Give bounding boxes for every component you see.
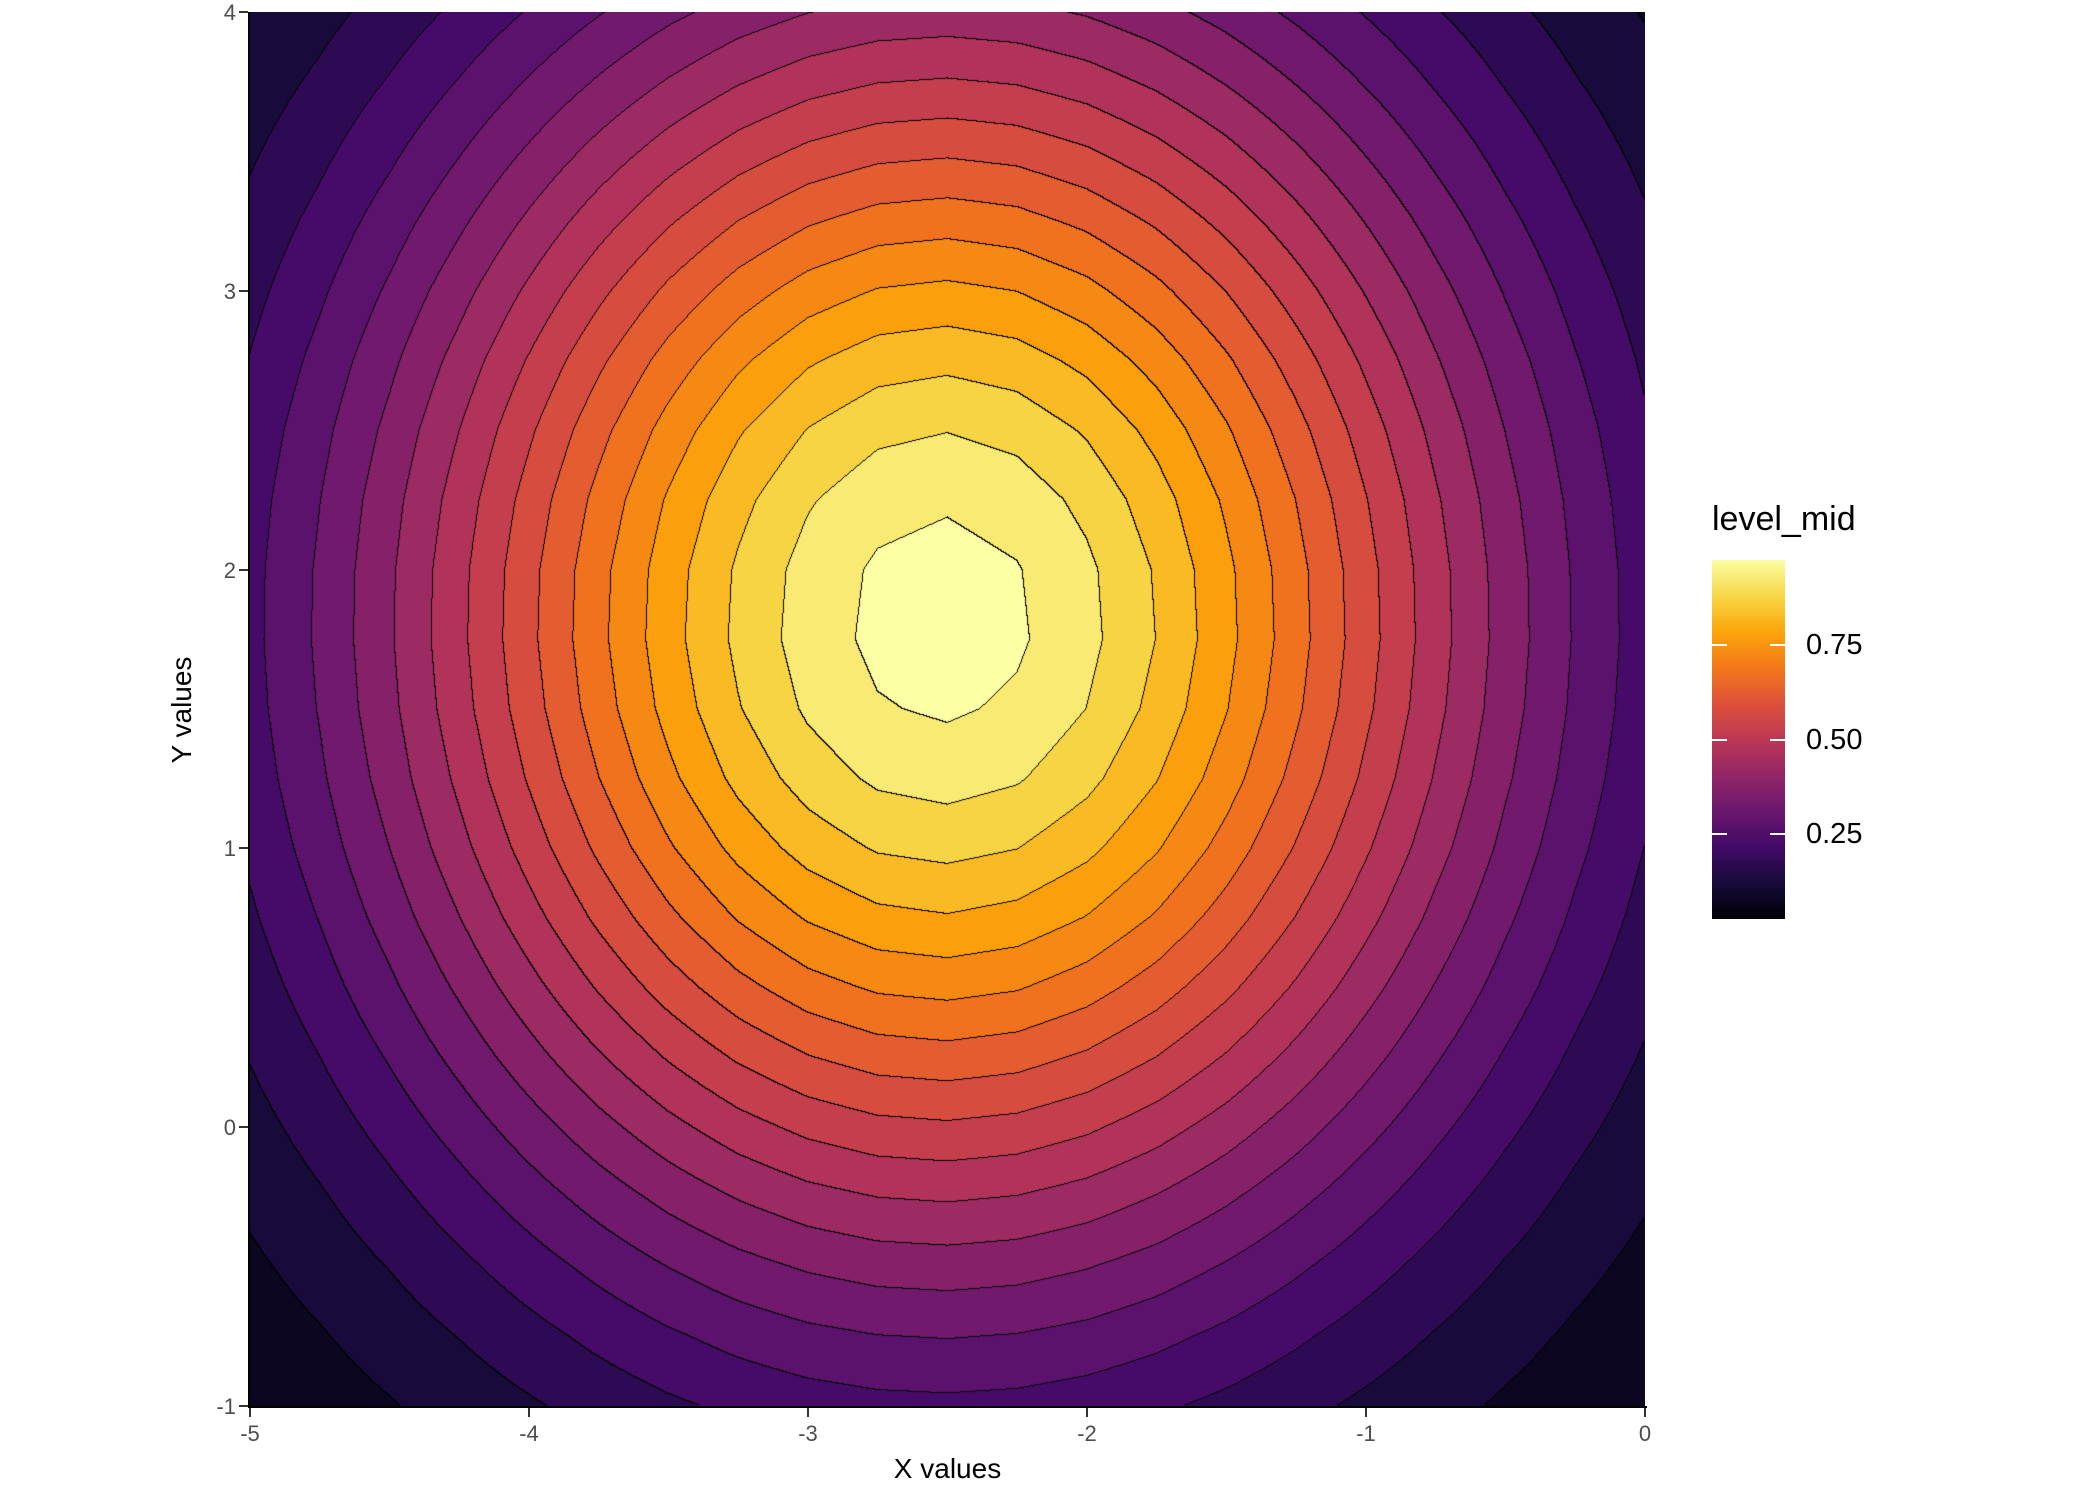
y-axis-title: Y values (166, 656, 197, 764)
y-tick-label: 2 (223, 557, 236, 583)
colorbar-tick-mark (1712, 738, 1727, 741)
y-tick-mark (239, 1405, 248, 1407)
colorbar-tick-mark (1770, 644, 1785, 647)
x-tick-label: 0 (1638, 1421, 1652, 1446)
x-tick-label: -5 (240, 1421, 260, 1446)
x-axis-line (248, 1406, 1647, 1408)
colorbar-tick-mark (1712, 832, 1727, 835)
y-tick-label: -1 (216, 1394, 236, 1419)
x-tick-mark (1644, 1408, 1646, 1417)
y-tick-mark (239, 1126, 248, 1129)
y-tick-label: 4 (223, 0, 236, 25)
colorbar-tick-label: 0.25 (1806, 817, 1863, 850)
colorbar-tick-mark (1770, 738, 1785, 741)
x-axis-title: X values (893, 1453, 1002, 1484)
x-tick-label: -2 (1077, 1421, 1097, 1446)
y-tick-label: 0 (223, 1115, 236, 1141)
contour-canvas (250, 12, 1645, 1406)
legend-title: level_mid (1712, 500, 1856, 538)
colorbar-tick-label: 0.50 (1806, 723, 1863, 756)
x-tick-label: -4 (519, 1421, 539, 1446)
y-tick-mark (239, 568, 248, 571)
y-tick-mark (239, 847, 248, 850)
x-tick-mark (1086, 1408, 1088, 1417)
x-tick-mark (807, 1408, 809, 1417)
colorbar-tick-mark (1712, 644, 1727, 647)
x-tick-label: -3 (798, 1421, 818, 1446)
y-tick-label: 3 (223, 278, 236, 304)
x-tick-label: -1 (1356, 1421, 1376, 1446)
y-axis-line (248, 12, 250, 1408)
y-tick-mark (239, 289, 248, 292)
x-tick-mark (528, 1408, 530, 1417)
y-tick-mark (239, 11, 248, 13)
colorbar-tick-mark (1770, 832, 1785, 835)
colorbar-tick-label: 0.75 (1806, 629, 1863, 662)
colorbar-legend: level_mid 0.75 0.50 0.25 (1712, 500, 1992, 940)
plot-panel (250, 12, 1645, 1406)
x-tick-mark (1365, 1408, 1367, 1417)
x-tick-mark (249, 1408, 251, 1417)
y-tick-label: 1 (223, 836, 236, 862)
